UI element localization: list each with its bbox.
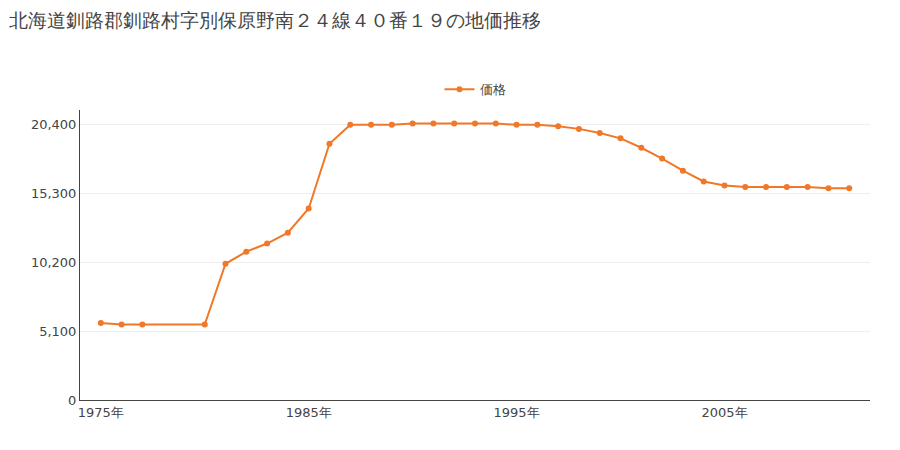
svg-text:10,200: 10,200: [31, 255, 77, 270]
svg-text:1985年: 1985年: [286, 405, 332, 420]
svg-text:1995年: 1995年: [494, 405, 540, 420]
svg-text:北海道釧路郡釧路村字別保原野南２４線４０番１９の地価推移: 北海道釧路郡釧路村字別保原野南２４線４０番１９の地価推移: [9, 9, 541, 31]
svg-text:価格: 価格: [480, 82, 506, 97]
svg-text:5,100: 5,100: [39, 324, 76, 339]
svg-text:0: 0: [68, 393, 76, 408]
svg-text:1975年: 1975年: [78, 405, 124, 420]
svg-text:20,400: 20,400: [31, 117, 77, 132]
svg-text:2005年: 2005年: [701, 405, 747, 420]
svg-text:15,300: 15,300: [31, 186, 77, 201]
